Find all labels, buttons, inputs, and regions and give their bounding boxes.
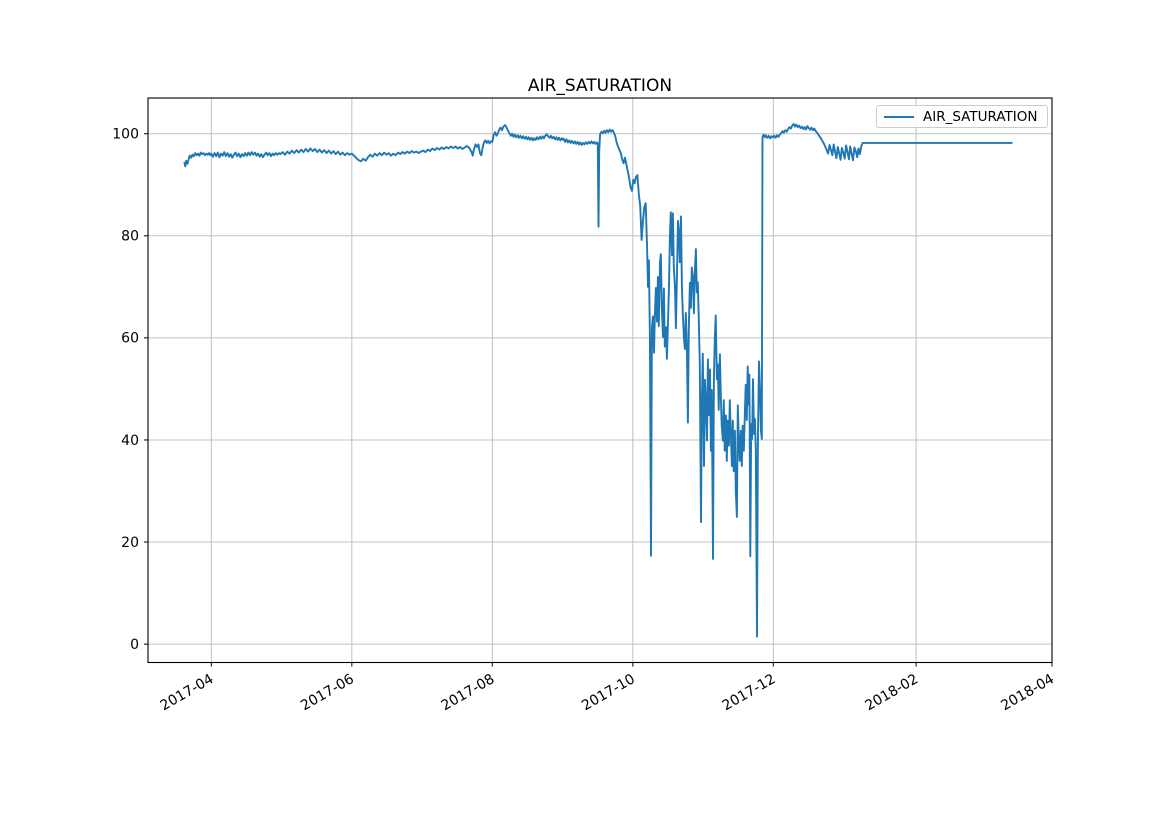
chart-title: AIR_SATURATION [527,76,673,96]
legend-line-swatch [884,115,914,118]
y-tick-label: 80 [121,229,139,245]
y-tick-label: 40 [121,433,139,449]
series-line-air-saturation [183,123,1013,638]
x-tick-label: 2017-08 [439,671,498,714]
plot-border [147,97,1053,664]
x-tick-label: 2017-04 [158,671,217,714]
y-tick-label: 0 [130,637,139,653]
y-tick-label: 100 [112,127,139,143]
x-tick-label: 2017-10 [579,671,638,714]
x-tick-label: 2017-06 [298,671,357,714]
x-tick-label: 2018-04 [998,671,1057,714]
x-tick-label: 2018-02 [862,671,921,714]
y-tick-label: 60 [121,331,139,347]
y-tick-label: 20 [121,535,139,551]
legend: AIR_SATURATION [876,105,1048,128]
x-tick-label: 2017-12 [720,671,779,714]
legend-label: AIR_SATURATION [923,108,1038,125]
